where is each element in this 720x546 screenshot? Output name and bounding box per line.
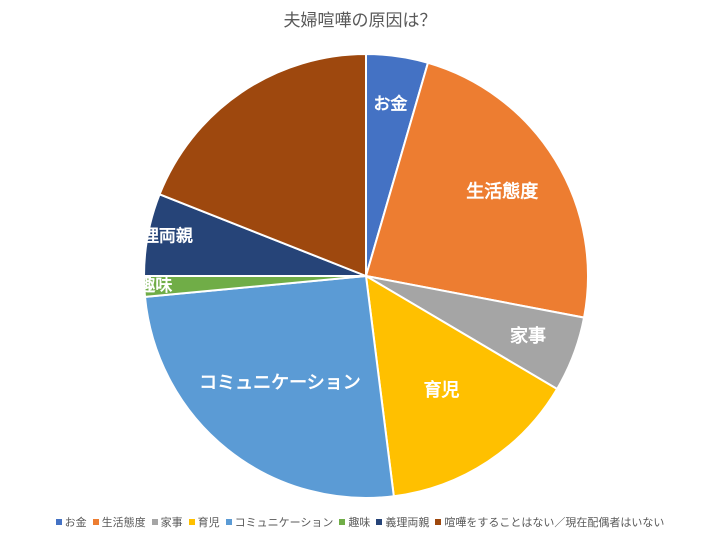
legend-item: コミュニケーション [225, 514, 334, 530]
legend-label: お金 [64, 516, 87, 529]
legend-item: 育児 [188, 514, 220, 530]
legend-swatch [151, 519, 158, 525]
legend-swatch [92, 519, 99, 525]
legend-label: 趣味 [348, 516, 371, 529]
slice-label: コミュニケーション [199, 372, 361, 393]
legend-item: 喧嘩をすることはない／現在配偶者はいない [435, 514, 664, 530]
chart-title: 夫婦喧嘩の原因は？ [283, 11, 437, 31]
legend-label: 喧嘩をすることはない／現在配偶者はいない [444, 516, 665, 529]
legend-label: 家事 [160, 516, 183, 529]
chart-legend: お金 生活態度 家事 育児 コミュニケーション 趣味 義理両親 喧嘩をすることはない／現在配偶… [0, 514, 720, 530]
legend-label: 育児 [197, 516, 220, 529]
legend-swatch [55, 519, 62, 525]
legend-label: 生活態度 [101, 516, 146, 529]
legend-swatch [435, 519, 442, 525]
legend-item: 生活態度 [92, 514, 146, 530]
pie-slice [364, 274, 559, 498]
slice-label: 義理両親 [125, 225, 193, 246]
slice-label: 趣味 [137, 275, 172, 296]
legend-item: 家事 [151, 514, 183, 530]
legend-label: コミュニケーション [234, 516, 334, 529]
legend-label: 義理両親 [385, 516, 430, 529]
slice-label: 家事 [510, 325, 546, 347]
legend-item: 趣味 [339, 514, 370, 530]
slice-label: 育児 [424, 379, 460, 401]
legend-item: 義理両親 [376, 514, 429, 530]
pie-slice [364, 61, 589, 319]
legend-swatch [225, 519, 232, 525]
legend-item: お金 [55, 514, 87, 530]
pie-slice [143, 274, 395, 499]
legend-swatch [188, 519, 195, 525]
legend-swatch [376, 519, 383, 525]
pie-slices [142, 52, 589, 499]
legend-swatch [339, 519, 346, 525]
pie-slice [158, 52, 367, 278]
slice-label: お金 [373, 94, 408, 115]
slice-label: 生活態度 [466, 180, 539, 202]
